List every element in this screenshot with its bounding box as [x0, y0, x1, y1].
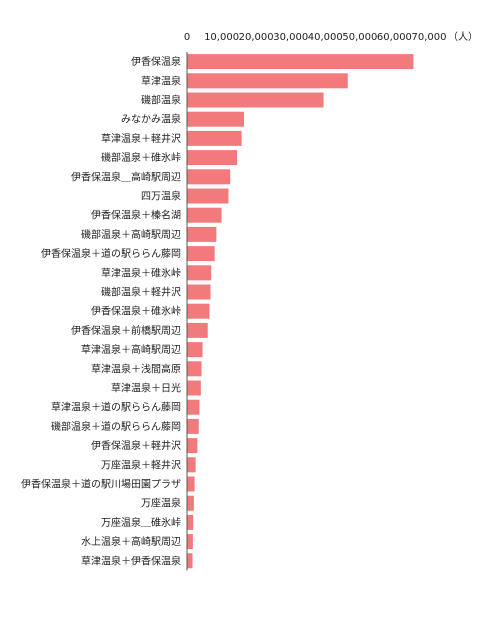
bar	[187, 495, 194, 511]
category-label: 磯部温泉＋軽井沢	[101, 286, 181, 299]
x-tick-label: 20,000	[239, 32, 274, 43]
category-label: 磯部温泉＋道の駅ららん藤岡	[51, 420, 181, 433]
x-tick-label: 30,000	[273, 32, 308, 43]
bar	[187, 111, 245, 127]
bar	[187, 303, 210, 319]
x-tick-label: 50,000	[342, 32, 377, 43]
bar	[187, 476, 195, 492]
category-label: 草津温泉＋浅間高原	[91, 362, 181, 375]
category-label: 草津温泉＋碓氷峠	[101, 266, 181, 279]
bar	[187, 457, 196, 473]
category-label: 伊香保温泉＋道の駅ららん藤岡	[41, 247, 181, 260]
category-label: 伊香保温泉＋前橋駅周辺	[71, 324, 181, 337]
bar	[187, 92, 324, 108]
bar	[187, 130, 242, 146]
bar	[187, 265, 212, 281]
bar	[187, 418, 199, 434]
bar	[187, 284, 211, 300]
bar	[187, 150, 238, 166]
category-label: 万座温泉＿碓氷峠	[101, 516, 181, 529]
category-label: 万座温泉＋軽井沢	[101, 458, 181, 471]
bar	[187, 514, 194, 530]
category-label: 草津温泉＋高崎駅周辺	[81, 343, 181, 356]
bar	[187, 438, 198, 454]
category-label: 磯部温泉	[141, 94, 181, 107]
category-label: 草津温泉＋日光	[111, 382, 181, 395]
category-label: 草津温泉＋軽井沢	[101, 132, 181, 145]
unit-label: （人）	[448, 31, 478, 43]
category-label: 草津温泉＋伊香保温泉	[81, 554, 181, 567]
bar	[187, 188, 229, 204]
category-label: 伊香保温泉＿高崎駅周辺	[71, 170, 181, 183]
x-tick-label: 70,000	[412, 32, 447, 43]
category-label: 磯部温泉＋碓氷峠	[101, 151, 181, 164]
x-tick-label: 60,000	[377, 32, 412, 43]
category-label: 伊香保温泉＋軽井沢	[91, 439, 181, 452]
bar	[187, 207, 222, 223]
x-tick-label: 40,000	[308, 32, 343, 43]
bar	[187, 54, 414, 70]
x-tick-label: 10,000	[204, 32, 239, 43]
x-tick-label: 0	[184, 32, 190, 43]
bar	[187, 361, 202, 377]
category-label: 伊香保温泉＋碓氷峠	[91, 305, 181, 318]
bars	[187, 54, 414, 569]
bar	[187, 553, 193, 569]
bar	[187, 380, 201, 396]
bar	[187, 169, 231, 185]
bar	[187, 534, 193, 550]
category-label: 磯部温泉＋高崎駅周辺	[81, 228, 181, 241]
category-label: 万座温泉	[141, 497, 181, 510]
category-labels: 伊香保温泉草津温泉磯部温泉みなかみ温泉草津温泉＋軽井沢磯部温泉＋碓氷峠伊香保温泉…	[21, 55, 181, 567]
category-label: みなかみ温泉	[121, 113, 181, 126]
category-label: 伊香保温泉	[131, 55, 181, 68]
x-axis-ticks: 0 10,000 20,000 30,000 40,000 50,000 60,000 70,…	[184, 32, 447, 43]
category-label: 伊香保温泉＋榛名湖	[91, 209, 181, 222]
category-label: 伊香保温泉＋道の駅川場田園プラザ	[21, 478, 181, 491]
bar	[187, 399, 200, 415]
category-label: 草津温泉＋道の駅ららん藤岡	[51, 401, 181, 414]
bar	[187, 322, 208, 338]
bar	[187, 246, 215, 262]
bar	[187, 73, 348, 89]
category-label: 四万温泉	[141, 190, 181, 203]
bar	[187, 342, 203, 358]
category-label: 水上温泉＋高崎駅周辺	[81, 535, 181, 548]
bar	[187, 226, 217, 242]
category-label: 草津温泉	[141, 74, 181, 87]
